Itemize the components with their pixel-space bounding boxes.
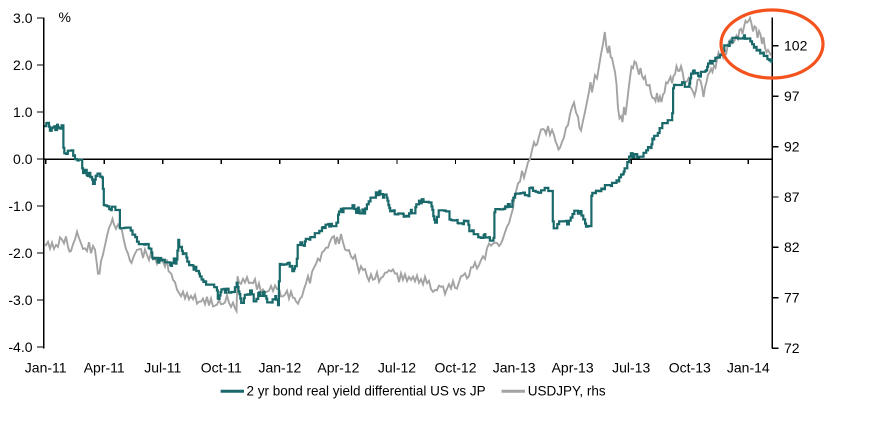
svg-text:-1.0: -1.0 xyxy=(8,198,32,214)
svg-text:102: 102 xyxy=(784,38,808,54)
svg-text:2 yr bond real yield different: 2 yr bond real yield differential US vs … xyxy=(247,384,486,399)
svg-text:Jan-12: Jan-12 xyxy=(258,360,301,376)
svg-text:Oct-12: Oct-12 xyxy=(434,360,476,376)
svg-text:0.0: 0.0 xyxy=(13,151,33,167)
svg-text:%: % xyxy=(59,9,71,25)
svg-text:92: 92 xyxy=(784,138,800,154)
svg-text:Apr-11: Apr-11 xyxy=(84,360,125,376)
svg-text:77: 77 xyxy=(784,290,800,306)
svg-text:Jan-11: Jan-11 xyxy=(25,360,67,376)
svg-text:Jul-12: Jul-12 xyxy=(378,360,416,376)
svg-text:USDJPY, rhs: USDJPY, rhs xyxy=(528,384,606,399)
svg-text:2.0: 2.0 xyxy=(13,57,33,73)
svg-text:3.0: 3.0 xyxy=(13,10,33,26)
svg-text:87: 87 xyxy=(784,189,800,205)
svg-text:-4.0: -4.0 xyxy=(8,339,32,355)
svg-text:1.0: 1.0 xyxy=(13,104,33,120)
svg-text:97: 97 xyxy=(784,88,800,104)
svg-text:Oct-11: Oct-11 xyxy=(201,360,242,376)
svg-text:-2.0: -2.0 xyxy=(8,245,32,261)
svg-text:Jul-13: Jul-13 xyxy=(612,360,650,376)
svg-text:Jul-11: Jul-11 xyxy=(144,360,181,376)
svg-text:Oct-13: Oct-13 xyxy=(669,360,711,376)
svg-text:Jan-14: Jan-14 xyxy=(727,360,770,376)
svg-text:Apr-12: Apr-12 xyxy=(317,360,359,376)
svg-text:Apr-13: Apr-13 xyxy=(552,360,594,376)
svg-text:82: 82 xyxy=(784,239,800,255)
svg-text:Jan-13: Jan-13 xyxy=(493,360,536,376)
svg-text:72: 72 xyxy=(784,340,800,356)
svg-text:-3.0: -3.0 xyxy=(8,292,32,308)
